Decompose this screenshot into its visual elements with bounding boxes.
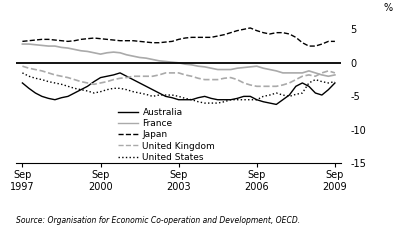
Legend: Australia, France, Japan, United Kingdom, United States: Australia, France, Japan, United Kingdom… xyxy=(118,108,215,162)
Text: Source: Organisation for Economic Co-operation and Development, OECD.: Source: Organisation for Economic Co-ope… xyxy=(16,216,300,225)
Text: %: % xyxy=(384,3,393,13)
